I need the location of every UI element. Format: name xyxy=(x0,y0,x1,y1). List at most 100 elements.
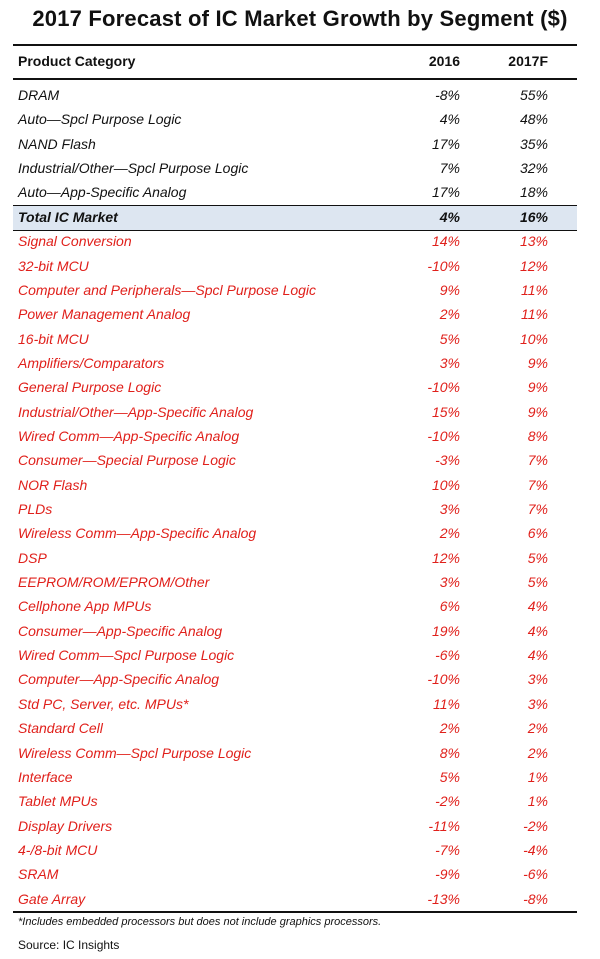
row-value-2016: -10% xyxy=(427,671,460,688)
row-category-label: Wireless Comm—Spcl Purpose Logic xyxy=(18,744,252,761)
row-category-label: Consumer—App-Specific Analog xyxy=(18,622,223,639)
row-value-2017f: -4% xyxy=(523,841,548,858)
table-row: Std PC, Server, etc. MPUs* 11% 3% xyxy=(0,693,600,717)
total-row: Total IC Market 4% 16% xyxy=(0,206,600,230)
row-category-label: Interface xyxy=(18,768,73,785)
row-value-2016: -8% xyxy=(435,87,460,103)
row-category-label: Total IC Market xyxy=(18,208,118,225)
row-category-label: NOR Flash xyxy=(18,476,88,493)
row-value-2016: 3% xyxy=(439,501,460,517)
row-value-2016: 4% xyxy=(439,208,460,225)
row-value-2017f: 3% xyxy=(527,695,548,712)
row-value-2017f: 11% xyxy=(521,281,548,298)
row-value-2017f: 2% xyxy=(527,744,548,761)
table-bottom-rule xyxy=(13,911,577,913)
row-value-2017f: 9% xyxy=(527,379,548,396)
row-value-2016: 5% xyxy=(439,330,460,347)
row-value-2017f: 7% xyxy=(527,452,548,469)
table-row: 4-/8-bit MCU -7% -4% xyxy=(0,839,600,863)
row-category-label: Wired Comm—Spcl Purpose Logic xyxy=(18,647,235,664)
table-row: Tablet MPUs -2% 1% xyxy=(0,790,600,814)
source-note: Source: IC Insights xyxy=(18,938,120,952)
row-value-2016: -3% xyxy=(435,452,460,469)
table-row: Wireless Comm—App-Specific Analog 2% 6% xyxy=(0,522,600,546)
table-row: General Purpose Logic -10% 9% xyxy=(0,376,600,400)
row-value-2017f: 4% xyxy=(527,598,548,615)
table-row: Cellphone App MPUs 6% 4% xyxy=(0,595,600,619)
row-value-2016: 14% xyxy=(431,233,460,250)
row-value-2016: 2% xyxy=(439,306,460,323)
table-row: 32-bit MCU -10% 12% xyxy=(0,255,600,279)
row-value-2016: 12% xyxy=(431,549,460,566)
row-category-label: Computer—App-Specific Analog xyxy=(18,671,220,688)
row-category-label: DSP xyxy=(18,549,47,566)
table-row: Consumer—Special Purpose Logic -3% 7% xyxy=(0,449,600,473)
row-value-2016: -11% xyxy=(428,817,460,834)
table-row: SRAM -9% -6% xyxy=(0,863,600,887)
table-row: Computer and Peripherals—Spcl Purpose Lo… xyxy=(0,279,600,303)
table-row: Auto—App-Specific Analog 17% 18% xyxy=(0,181,600,205)
row-value-2016: 6% xyxy=(439,598,460,615)
row-value-2016: 17% xyxy=(431,184,460,201)
row-category-label: Industrial/Other—App-Specific Analog xyxy=(18,403,254,420)
row-category-label: Amplifiers/Comparators xyxy=(18,354,165,371)
total-top-rule xyxy=(13,205,577,206)
row-value-2016: 3% xyxy=(439,354,460,371)
row-value-2016: -2% xyxy=(435,793,460,810)
row-value-2016: 2% xyxy=(439,720,460,737)
row-value-2016: 9% xyxy=(439,281,460,298)
row-category-label: Auto—App-Specific Analog xyxy=(18,184,187,201)
row-value-2017f: 1% xyxy=(527,793,548,810)
footnote: *Includes embedded processors but does n… xyxy=(18,916,382,928)
row-value-2017f: 18% xyxy=(519,184,548,201)
table-row: Consumer—App-Specific Analog 19% 4% xyxy=(0,620,600,644)
row-category-label: General Purpose Logic xyxy=(18,379,162,396)
table-row: NOR Flash 10% 7% xyxy=(0,474,600,498)
row-value-2016: -7% xyxy=(435,841,460,858)
row-category-label: Wired Comm—App-Specific Analog xyxy=(18,427,240,444)
header-rule xyxy=(13,78,577,80)
column-header-2016: 2016 xyxy=(428,53,460,69)
row-category-label: Power Management Analog xyxy=(18,306,191,323)
table-row: Amplifiers/Comparators 3% 9% xyxy=(0,352,600,376)
row-value-2016: 19% xyxy=(431,622,460,639)
row-category-label: Display Drivers xyxy=(18,817,113,834)
row-value-2017f: -2% xyxy=(523,817,548,834)
table-row: Standard Cell 2% 2% xyxy=(0,717,600,741)
row-value-2017f: 4% xyxy=(527,622,548,639)
row-value-2017f: 6% xyxy=(527,525,548,542)
table-row: Signal Conversion 14% 13% xyxy=(0,230,600,254)
row-value-2016: 3% xyxy=(439,574,460,590)
row-value-2017f: 5% xyxy=(527,549,548,566)
table-row: PLDs 3% 7% xyxy=(0,498,600,522)
total-row-highlight xyxy=(13,206,577,230)
row-value-2017f: 4% xyxy=(527,647,548,664)
table-row: Auto—Spcl Purpose Logic 4% 48% xyxy=(0,108,600,132)
row-value-2016: 5% xyxy=(439,768,460,785)
row-value-2017f: -6% xyxy=(523,866,548,883)
row-category-label: DRAM xyxy=(18,87,60,103)
row-value-2016: -9% xyxy=(435,866,460,883)
total-bottom-rule xyxy=(13,230,577,231)
row-value-2017f: 8% xyxy=(527,427,548,444)
table-row: Wireless Comm—Spcl Purpose Logic 8% 2% xyxy=(0,742,600,766)
row-category-label: Industrial/Other—Spcl Purpose Logic xyxy=(18,160,249,177)
row-value-2017f: 16% xyxy=(519,208,548,225)
table-row: 16-bit MCU 5% 10% xyxy=(0,328,600,352)
chart-title: 2017 Forecast of IC Market Growth by Seg… xyxy=(32,6,568,31)
table-row: DRAM -8% 55% xyxy=(0,84,600,108)
table-row: Wired Comm—Spcl Purpose Logic -6% 4% xyxy=(0,644,600,668)
row-category-label: 32-bit MCU xyxy=(18,257,89,274)
row-value-2016: 11% xyxy=(433,695,460,712)
row-value-2017f: 55% xyxy=(519,87,548,103)
row-category-label: Gate Array xyxy=(18,890,86,907)
row-value-2017f: 11% xyxy=(521,306,548,323)
row-category-label: 4-/8-bit MCU xyxy=(18,841,98,858)
row-category-label: Tablet MPUs xyxy=(18,793,98,810)
row-value-2017f: 9% xyxy=(527,403,548,420)
row-value-2016: -6% xyxy=(435,647,460,664)
row-value-2017f: 7% xyxy=(527,476,548,493)
row-value-2016: -10% xyxy=(427,379,460,396)
row-category-label: Signal Conversion xyxy=(18,233,132,250)
row-category-label: 16-bit MCU xyxy=(18,330,89,347)
